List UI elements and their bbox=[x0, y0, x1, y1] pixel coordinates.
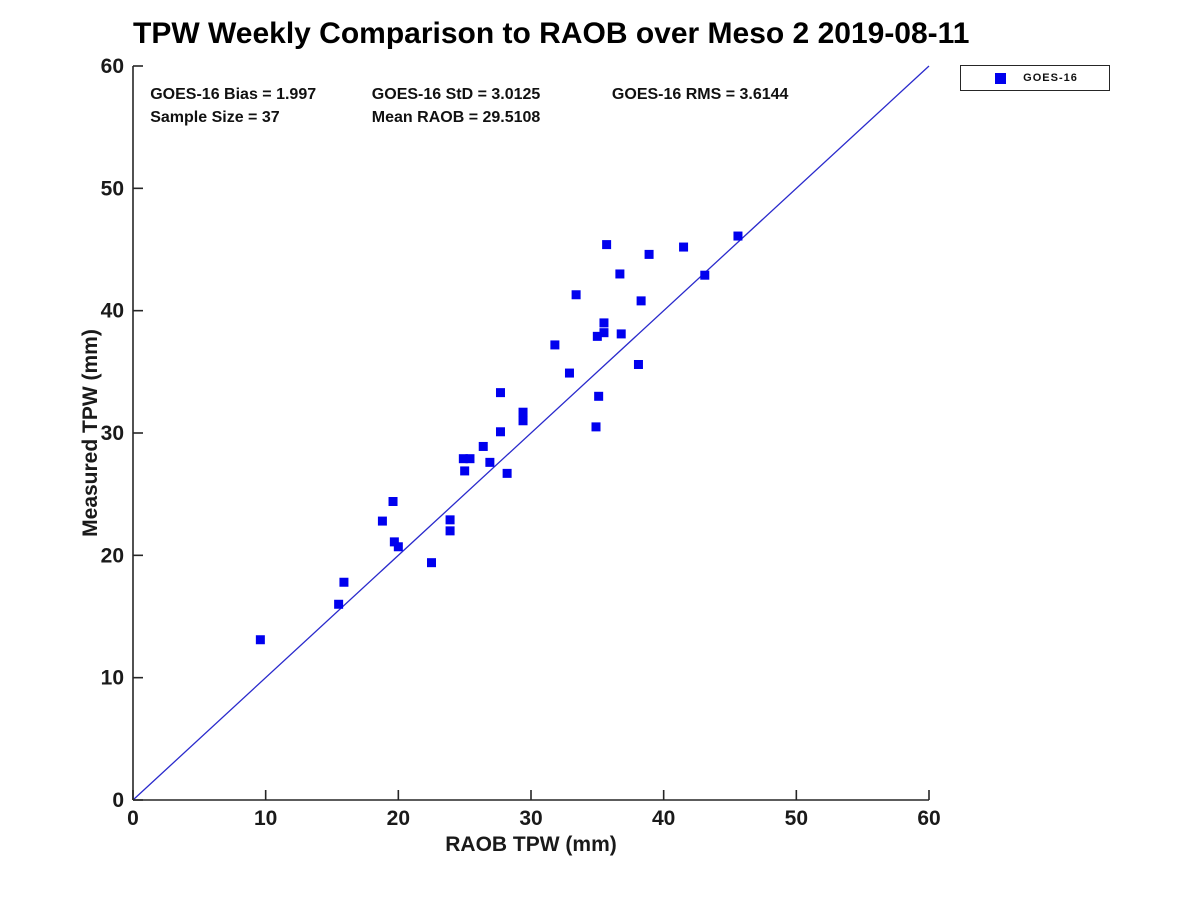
x-tick-label: 0 bbox=[127, 807, 139, 830]
data-point bbox=[592, 331, 602, 341]
data-point bbox=[733, 231, 743, 241]
data-point bbox=[615, 269, 625, 279]
data-point bbox=[599, 328, 609, 338]
data-point bbox=[602, 240, 612, 250]
data-point bbox=[616, 329, 626, 339]
data-point bbox=[377, 516, 387, 526]
data-point bbox=[458, 454, 468, 464]
data-point bbox=[334, 599, 344, 609]
data-point bbox=[388, 497, 398, 507]
stat-annotation: Sample Size = 37 bbox=[150, 109, 280, 126]
y-tick-label: 10 bbox=[101, 667, 124, 690]
y-tick-label: 30 bbox=[101, 422, 124, 445]
x-tick-label: 50 bbox=[785, 807, 808, 830]
data-point bbox=[518, 407, 528, 417]
data-point bbox=[485, 457, 495, 467]
data-point bbox=[564, 368, 574, 378]
data-point bbox=[478, 441, 488, 451]
data-point bbox=[495, 388, 505, 398]
data-point bbox=[389, 537, 399, 547]
data-point bbox=[571, 290, 581, 300]
data-point bbox=[460, 466, 470, 476]
data-point bbox=[679, 242, 689, 252]
data-point bbox=[518, 416, 528, 426]
data-point bbox=[644, 249, 654, 259]
stat-annotation: GOES-16 StD = 3.0125 bbox=[372, 86, 541, 103]
stat-annotation: Mean RAOB = 29.5108 bbox=[372, 109, 541, 126]
data-point bbox=[393, 542, 403, 552]
data-point bbox=[502, 468, 512, 478]
data-point bbox=[599, 318, 609, 328]
data-point bbox=[633, 359, 643, 369]
legend-label-goes16: GOES-16 bbox=[1023, 72, 1078, 84]
y-tick-label: 40 bbox=[101, 300, 124, 323]
stat-annotation: GOES-16 Bias = 1.997 bbox=[150, 86, 316, 103]
data-point bbox=[636, 296, 646, 306]
data-point bbox=[594, 391, 604, 401]
x-tick-label: 20 bbox=[387, 807, 410, 830]
y-tick-label: 50 bbox=[101, 177, 124, 200]
y-axis-label: Measured TPW (mm) bbox=[79, 329, 102, 537]
y-tick-label: 60 bbox=[101, 55, 124, 78]
data-point bbox=[591, 422, 601, 432]
data-point bbox=[550, 340, 560, 350]
stat-annotation: GOES-16 RMS = 3.6144 bbox=[612, 86, 789, 103]
data-point bbox=[465, 454, 475, 464]
data-point bbox=[495, 427, 505, 437]
data-point bbox=[445, 526, 455, 536]
legend: GOES-16 bbox=[960, 65, 1110, 91]
y-tick-label: 0 bbox=[112, 789, 124, 812]
y-tick-label: 20 bbox=[101, 544, 124, 567]
x-tick-label: 30 bbox=[519, 807, 542, 830]
data-point bbox=[445, 515, 455, 525]
legend-marker-square-icon bbox=[995, 72, 1006, 84]
x-tick-label: 40 bbox=[652, 807, 675, 830]
data-point bbox=[339, 577, 349, 587]
data-point bbox=[255, 635, 265, 645]
data-point bbox=[427, 558, 436, 568]
chart-title: TPW Weekly Comparison to RAOB over Meso … bbox=[133, 17, 970, 50]
identity-line bbox=[132, 65, 930, 801]
data-point bbox=[700, 270, 710, 280]
x-tick-label: 60 bbox=[917, 807, 940, 830]
x-axis-label: RAOB TPW (mm) bbox=[445, 833, 617, 856]
x-tick-label: 10 bbox=[254, 807, 277, 830]
